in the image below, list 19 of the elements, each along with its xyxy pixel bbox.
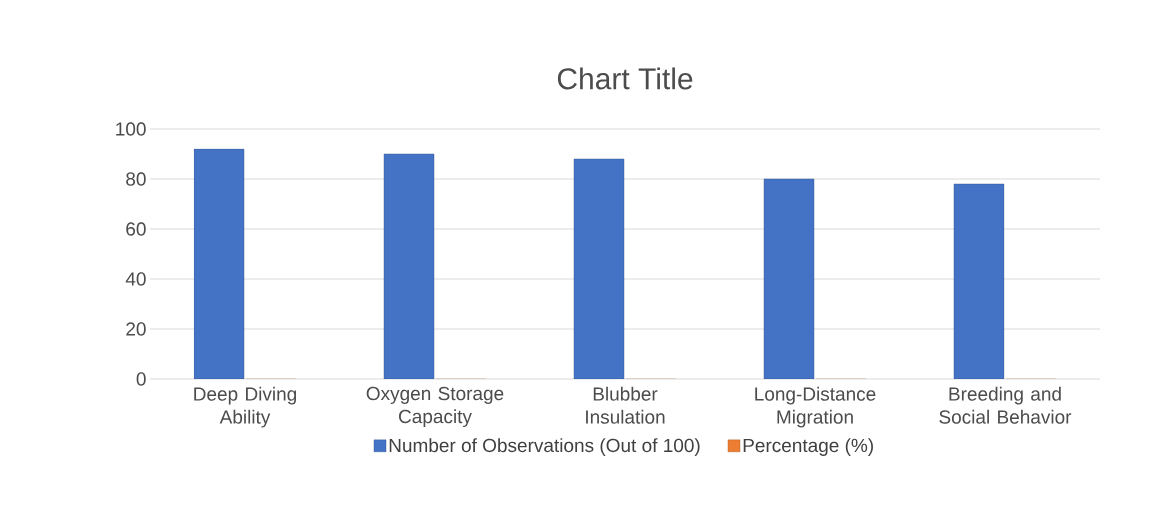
y-tick-label: 0 <box>136 372 146 386</box>
legend-label: Percentage (%) <box>743 438 873 456</box>
x-tick-label: Deep Diving Ability <box>194 386 297 428</box>
chart-title: Chart Title <box>557 67 693 90</box>
bar <box>953 183 1005 379</box>
legend-label: Number of Observations (Out of 100) <box>389 438 700 456</box>
y-tick-label: 40 <box>125 272 146 286</box>
bar <box>193 148 245 379</box>
y-tick-label: 20 <box>126 322 146 336</box>
x-tick-label: Long-Distance Migration <box>755 386 876 428</box>
y-tick-label: 80 <box>126 172 146 186</box>
x-tick-label: Oxygen Storage Capacity <box>366 386 504 427</box>
x-tick-label: Blubber Insulation <box>586 386 665 424</box>
bar <box>383 153 435 379</box>
y-tick-label: 100 <box>116 122 146 136</box>
bar <box>763 178 815 379</box>
bar <box>573 158 625 379</box>
y-tick-label: 60 <box>126 222 146 236</box>
x-tick-label: Breeding and Social Behavior <box>939 386 1072 424</box>
